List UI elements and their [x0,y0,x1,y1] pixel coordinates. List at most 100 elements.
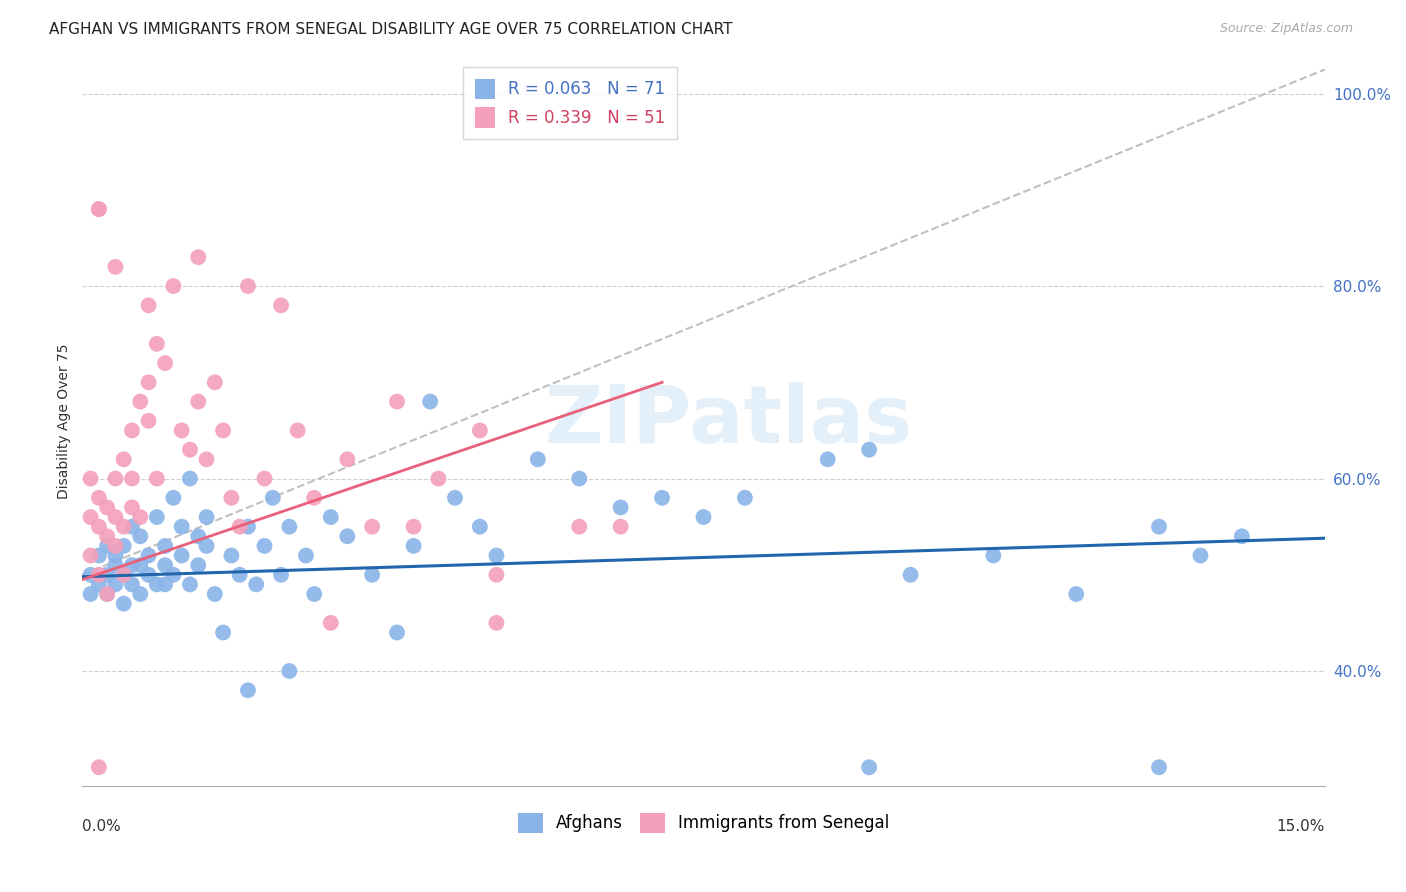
Point [121,558,143,573]
Point [121,500,143,515]
Point [402,519,425,533]
Point [187,250,209,264]
Point [245,577,267,591]
Point [568,471,591,485]
Point [468,424,491,438]
Point [228,567,250,582]
Point [146,471,169,485]
Point [195,539,218,553]
Point [204,376,226,390]
Text: AFGHAN VS IMMIGRANTS FROM SENEGAL DISABILITY AGE OVER 75 CORRELATION CHART: AFGHAN VS IMMIGRANTS FROM SENEGAL DISABI… [49,22,733,37]
Point [1189,549,1212,563]
Point [104,260,127,274]
Point [162,279,184,293]
Point [195,452,218,467]
Point [204,587,226,601]
Point [138,549,160,563]
Point [112,567,135,582]
Point [983,549,1005,563]
Point [87,491,110,505]
Point [104,471,127,485]
Point [104,549,127,563]
Point [121,519,143,533]
Point [153,539,176,553]
Point [179,577,201,591]
Point [179,471,201,485]
Point [361,519,384,533]
Text: 0.0%: 0.0% [83,820,121,834]
Point [468,519,491,533]
Point [236,683,259,698]
Point [96,500,118,515]
Point [96,587,118,601]
Point [319,615,342,630]
Point [112,452,135,467]
Point [153,558,176,573]
Point [146,336,169,351]
Point [121,424,143,438]
Point [187,529,209,543]
Point [485,567,508,582]
Point [1230,529,1253,543]
Point [138,298,160,312]
Point [96,529,118,543]
Point [1147,760,1170,774]
Point [129,394,152,409]
Point [170,549,193,563]
Point [146,510,169,524]
Point [87,202,110,216]
Point [295,549,318,563]
Point [236,519,259,533]
Y-axis label: Disability Age Over 75: Disability Age Over 75 [58,343,72,499]
Point [228,519,250,533]
Point [485,549,508,563]
Point [221,491,243,505]
Point [253,471,276,485]
Point [361,567,384,582]
Legend: R = 0.063   N = 71, R = 0.339   N = 51: R = 0.063 N = 71, R = 0.339 N = 51 [464,67,678,139]
Point [112,567,135,582]
Point [112,539,135,553]
Point [129,587,152,601]
Point [302,587,325,601]
Point [651,491,673,505]
Point [270,298,292,312]
Point [87,760,110,774]
Point [270,567,292,582]
Point [278,664,301,678]
Point [79,549,101,563]
Point [1147,519,1170,533]
Point [153,356,176,370]
Point [419,394,441,409]
Point [319,510,342,524]
Point [87,549,110,563]
Point [129,510,152,524]
Point [336,452,359,467]
Point [195,510,218,524]
Point [129,529,152,543]
Point [146,577,169,591]
Point [104,539,127,553]
Point [96,539,118,553]
Point [287,424,309,438]
Point [485,615,508,630]
Point [162,567,184,582]
Point [734,491,756,505]
Point [121,577,143,591]
Point [121,471,143,485]
Point [278,519,301,533]
Point [79,510,101,524]
Point [858,760,880,774]
Point [87,519,110,533]
Point [87,577,110,591]
Point [262,491,284,505]
Point [79,587,101,601]
Text: Source: ZipAtlas.com: Source: ZipAtlas.com [1219,22,1353,36]
Point [444,491,467,505]
Point [170,424,193,438]
Point [129,558,152,573]
Point [427,471,450,485]
Point [79,567,101,582]
Point [138,567,160,582]
Point [900,567,922,582]
